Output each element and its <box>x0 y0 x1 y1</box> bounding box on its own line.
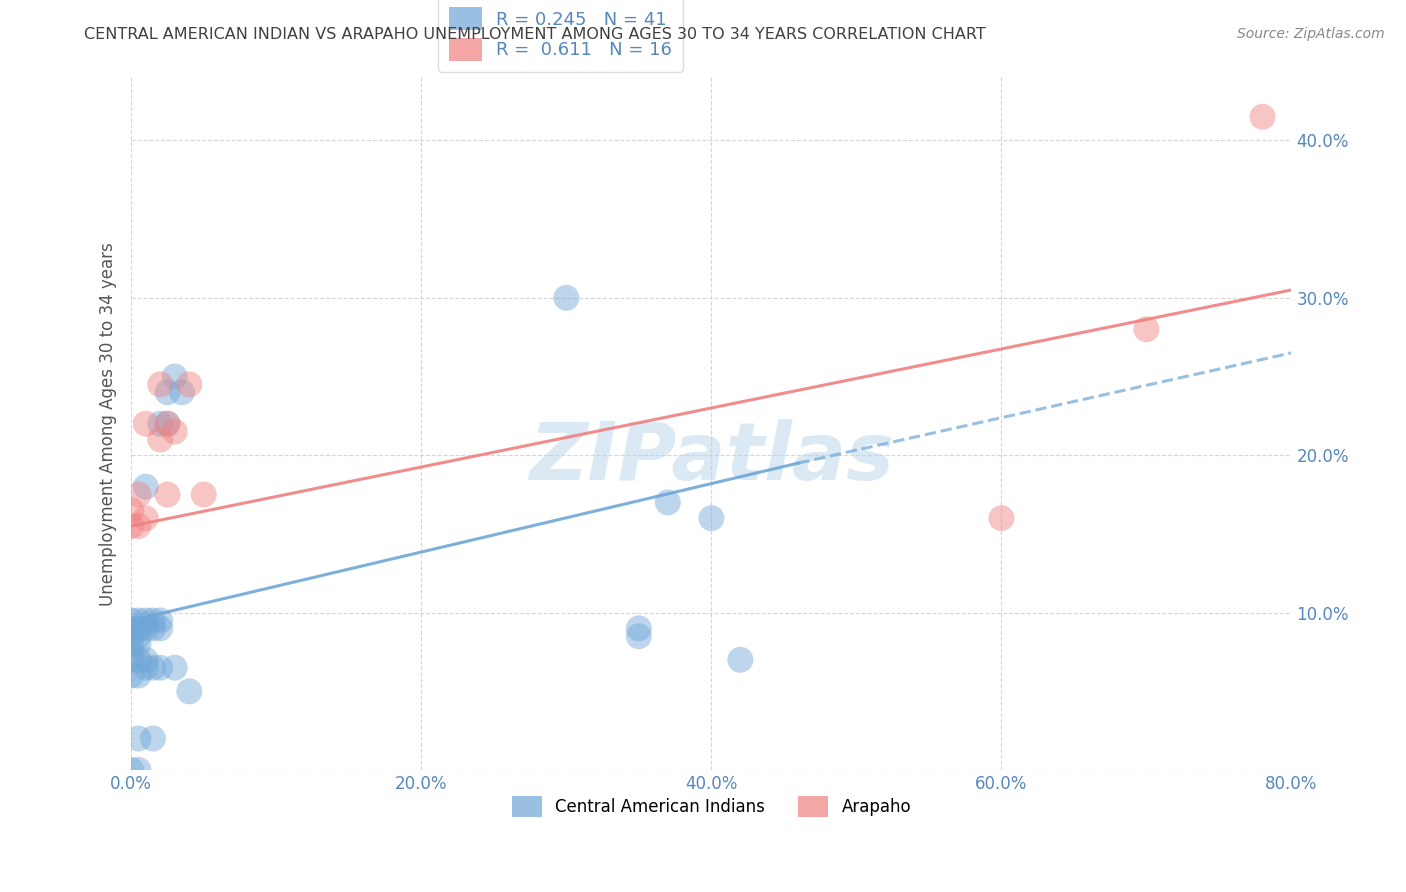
Point <box>193 487 215 501</box>
Point <box>142 661 165 675</box>
Point <box>135 511 157 525</box>
Point <box>179 684 201 698</box>
Point <box>163 425 186 439</box>
Point <box>120 503 142 517</box>
Point <box>149 661 172 675</box>
Point <box>120 668 142 682</box>
Point <box>1135 322 1157 336</box>
Point <box>149 433 172 447</box>
Point <box>156 487 179 501</box>
Point <box>730 653 752 667</box>
Point <box>120 614 142 628</box>
Point <box>179 377 201 392</box>
Point <box>156 385 179 400</box>
Point <box>120 763 142 777</box>
Point <box>128 621 150 635</box>
Point <box>128 731 150 746</box>
Point <box>128 487 150 501</box>
Point <box>990 511 1012 525</box>
Point <box>627 621 650 635</box>
Point <box>149 614 172 628</box>
Point <box>149 621 172 635</box>
Point <box>120 621 142 635</box>
Point <box>149 417 172 431</box>
Legend: Central American Indians, Arapaho: Central American Indians, Arapaho <box>505 789 918 824</box>
Point <box>135 661 157 675</box>
Point <box>657 495 679 509</box>
Point <box>700 511 723 525</box>
Point <box>142 621 165 635</box>
Point <box>128 637 150 651</box>
Point <box>142 614 165 628</box>
Point <box>120 645 142 659</box>
Y-axis label: Unemployment Among Ages 30 to 34 years: Unemployment Among Ages 30 to 34 years <box>100 242 117 606</box>
Point <box>128 653 150 667</box>
Point <box>156 417 179 431</box>
Point <box>120 519 142 533</box>
Point <box>128 519 150 533</box>
Point <box>128 629 150 643</box>
Text: Source: ZipAtlas.com: Source: ZipAtlas.com <box>1237 27 1385 41</box>
Point <box>163 661 186 675</box>
Point <box>135 653 157 667</box>
Point <box>120 629 142 643</box>
Point <box>135 621 157 635</box>
Point <box>135 614 157 628</box>
Point <box>120 653 142 667</box>
Point <box>156 417 179 431</box>
Point <box>1251 110 1274 124</box>
Point <box>135 417 157 431</box>
Point <box>163 369 186 384</box>
Point <box>555 291 578 305</box>
Point <box>142 731 165 746</box>
Point <box>170 385 193 400</box>
Point <box>135 480 157 494</box>
Point <box>128 763 150 777</box>
Text: CENTRAL AMERICAN INDIAN VS ARAPAHO UNEMPLOYMENT AMONG AGES 30 TO 34 YEARS CORREL: CENTRAL AMERICAN INDIAN VS ARAPAHO UNEMP… <box>84 27 986 42</box>
Point <box>128 668 150 682</box>
Point <box>149 377 172 392</box>
Point <box>627 629 650 643</box>
Point <box>120 637 142 651</box>
Point <box>128 614 150 628</box>
Text: ZIPatlas: ZIPatlas <box>529 419 894 498</box>
